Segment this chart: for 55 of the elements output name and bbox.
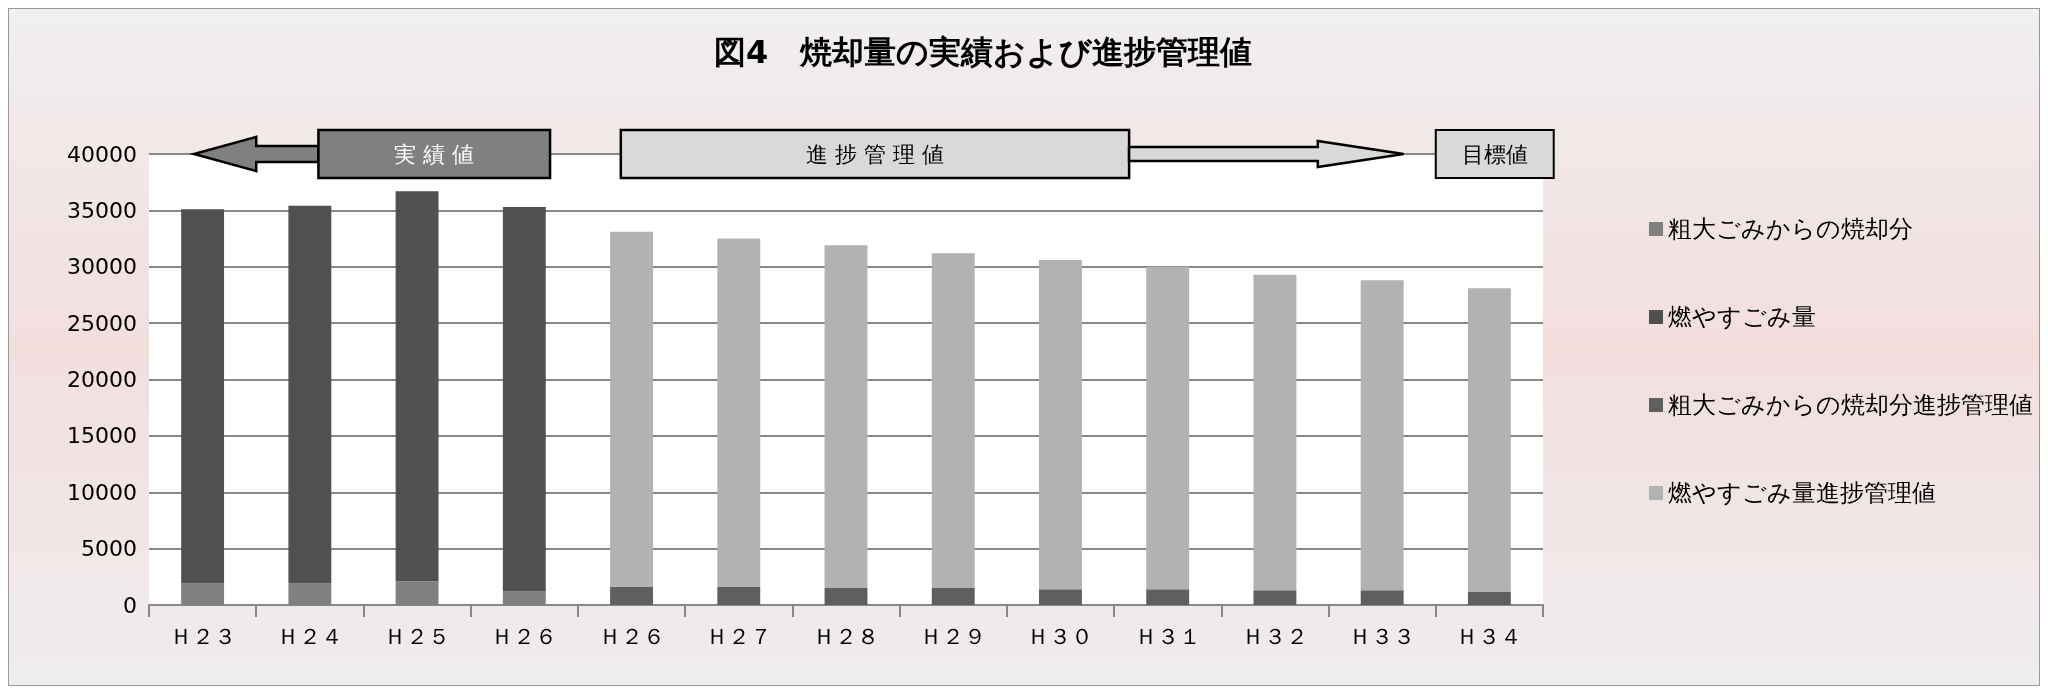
- bar: [1039, 259, 1082, 590]
- legend-label: 燃やすごみ量: [1668, 303, 1816, 331]
- bar: [931, 253, 975, 589]
- label-box: 目標値: [1434, 129, 1555, 179]
- bar: [931, 588, 975, 605]
- x-tick-label: Ｈ２７: [705, 623, 772, 649]
- x-tick-label: Ｈ３４: [1456, 623, 1523, 649]
- x-tick-label: Ｈ２６: [598, 623, 665, 649]
- x-tick-label: Ｈ２４: [276, 623, 343, 649]
- x-tick-label: Ｈ３１: [1134, 623, 1201, 649]
- bar: [395, 191, 439, 582]
- legend-label: 燃やすごみ量進捗管理値: [1668, 479, 1936, 507]
- right-arrow-callout: 進 捗 管 理 値: [619, 128, 1405, 180]
- bar: [824, 245, 868, 589]
- x-tick-label: Ｈ２５: [384, 623, 451, 649]
- annotation: 目標値: [1461, 142, 1528, 167]
- y-tick-label: 35000: [67, 197, 137, 223]
- bar: [1146, 589, 1190, 605]
- bar: [1467, 288, 1511, 592]
- x-tick-label: Ｈ３３: [1349, 623, 1416, 649]
- bar: [610, 231, 653, 587]
- bar: [717, 586, 761, 605]
- y-tick-label: 40000: [67, 141, 137, 167]
- y-tick-label: 25000: [67, 310, 137, 336]
- left-arrow-callout: 実 績 値: [189, 128, 552, 180]
- y-tick-label: 0: [123, 592, 137, 618]
- bar: [610, 586, 653, 605]
- bar: [502, 206, 546, 592]
- x-tick-label: Ｈ３０: [1027, 623, 1094, 649]
- bar: [181, 209, 225, 584]
- x-tick-label: Ｈ２９: [920, 623, 987, 649]
- y-tick-label: 5000: [81, 536, 137, 562]
- chart-title: 図4 焼却量の実績および進捗管理値: [714, 33, 1253, 71]
- annotation: 進 捗 管 理 値: [805, 142, 944, 167]
- bar: [1253, 590, 1297, 605]
- bar: [288, 205, 332, 584]
- bar: [1253, 274, 1297, 591]
- y-tick-label: 10000: [67, 479, 137, 505]
- legend-label: 粗大ごみからの焼却分: [1668, 215, 1913, 243]
- y-tick-label: 30000: [67, 254, 137, 280]
- bar: [1467, 591, 1511, 605]
- bar: [717, 238, 761, 587]
- x-tick-label: Ｈ３２: [1241, 623, 1308, 649]
- annotation: 実 績 値: [394, 142, 475, 167]
- legend-label: 粗大ごみからの焼却分進捗管理値: [1668, 391, 2033, 419]
- x-tick-label: Ｈ２８: [813, 623, 879, 649]
- x-tick-label: Ｈ２３: [169, 623, 236, 649]
- bar: [1146, 266, 1190, 590]
- bar: [824, 588, 868, 605]
- y-tick-label: 20000: [67, 367, 137, 392]
- y-tick-label: 15000: [67, 423, 137, 449]
- bar: [1039, 589, 1082, 605]
- bar: [1360, 280, 1404, 591]
- bar: [1360, 590, 1404, 605]
- x-tick-label: Ｈ２６: [491, 623, 558, 649]
